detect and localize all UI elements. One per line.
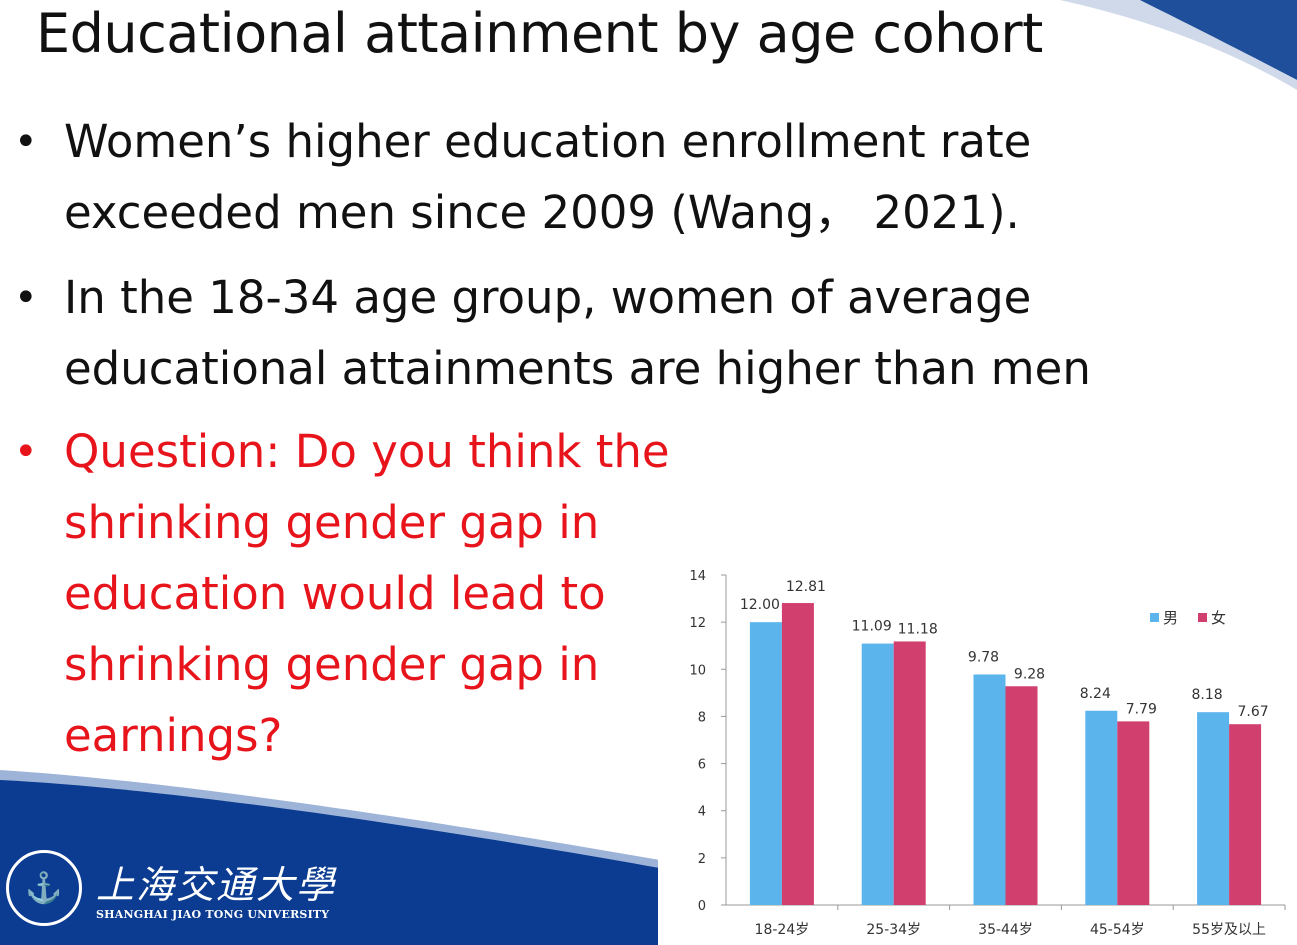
bullet-marker: • <box>14 429 38 475</box>
y-tick-label: 2 <box>698 852 706 867</box>
y-tick-label: 0 <box>698 899 706 914</box>
bar <box>893 641 926 905</box>
data-label: 7.79 <box>1126 701 1157 717</box>
data-label: 9.78 <box>968 649 999 665</box>
bar <box>781 603 814 905</box>
bullet-text: Question: Do you think the shrinking gen… <box>64 425 670 762</box>
logo-chinese-name: 上海交通大學 <box>96 863 337 907</box>
bullet-marker: • <box>14 119 38 165</box>
bullet-age-group: • In the 18-34 age group, women of avera… <box>14 262 1244 404</box>
bar <box>973 674 1006 905</box>
bar <box>1229 724 1262 905</box>
x-tick-label: 45-54岁 <box>1090 922 1145 938</box>
bullet-text: Women’s higher education enrollment rate… <box>64 115 1032 239</box>
bar <box>1085 710 1118 905</box>
bottom-blue-band <box>0 780 660 945</box>
bullet-enrollment: • Women’s higher education enrollment ra… <box>14 106 1244 248</box>
bar-chart-panel: 0 2 4 6 8 10 12 14 12.00 12.81 18-24岁 11.09 11.18 25-… <box>658 555 1297 945</box>
y-tick-label: 8 <box>698 710 706 725</box>
legend-label: 女 <box>1211 609 1226 627</box>
university-logo: ⚓ 上海交通大學 SHANGHAI JIAO TONG UNIVERSITY <box>6 850 334 930</box>
x-tick-label: 25-34岁 <box>866 922 921 938</box>
bar <box>861 643 894 905</box>
bar <box>1197 712 1230 905</box>
x-tick-label: 18-24岁 <box>755 922 810 938</box>
bar-chart: 0 2 4 6 8 10 12 14 12.00 12.81 18-24岁 11.09 11.18 25-… <box>689 569 1286 938</box>
logo-english-name: SHANGHAI JIAO TONG UNIVERSITY <box>96 908 330 921</box>
y-tick-label: 6 <box>698 758 706 773</box>
legend-swatch <box>1150 613 1159 622</box>
data-label: 8.18 <box>1192 687 1223 703</box>
x-tick-label: 55岁及以上 <box>1192 922 1266 938</box>
data-label: 12.81 <box>786 579 826 595</box>
y-tick-label: 10 <box>689 663 706 678</box>
data-label: 12.00 <box>740 597 780 613</box>
bar <box>1005 686 1038 905</box>
bullet-question: • Question: Do you think the shrinking g… <box>14 416 764 771</box>
data-label: 9.28 <box>1014 666 1045 682</box>
slide-title: Educational attainment by age cohort <box>36 2 1043 65</box>
data-label: 7.67 <box>1238 704 1269 720</box>
legend-swatch <box>1198 613 1207 622</box>
bullet-marker: • <box>14 275 38 321</box>
legend-label: 男 <box>1163 609 1178 627</box>
data-label: 11.18 <box>898 621 938 637</box>
y-tick-label: 14 <box>689 569 706 584</box>
university-seal-icon: ⚓ <box>6 850 82 926</box>
y-tick-label: 4 <box>698 805 706 820</box>
bar <box>1117 721 1150 905</box>
data-label: 8.24 <box>1080 686 1111 702</box>
x-tick-label: 35-44岁 <box>978 922 1033 938</box>
data-label: 11.09 <box>852 619 892 635</box>
bullet-text: In the 18-34 age group, women of average… <box>64 271 1091 395</box>
y-tick-label: 12 <box>689 616 706 631</box>
bar <box>749 622 782 905</box>
